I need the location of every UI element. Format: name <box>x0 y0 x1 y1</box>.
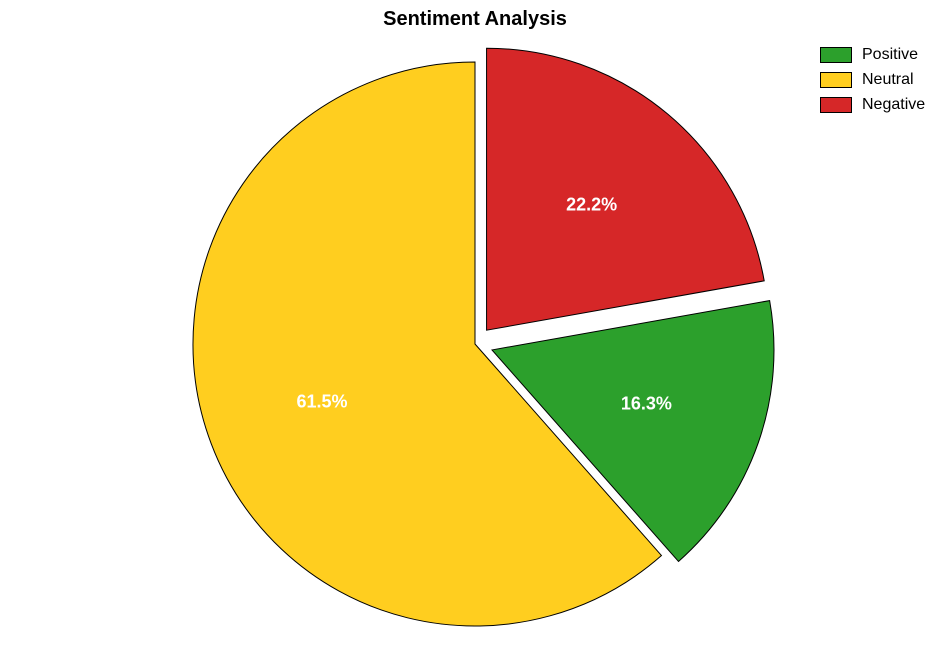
slice-label-negative: 22.2% <box>566 194 617 215</box>
pie-slice-negative <box>487 48 765 330</box>
legend-swatch <box>820 47 852 63</box>
legend-swatch <box>820 72 852 88</box>
chart-container: Sentiment Analysis 22.2% 16.3% 61.5% Posit… <box>0 0 950 662</box>
legend-label: Negative <box>862 96 925 114</box>
slice-label-neutral: 61.5% <box>296 391 347 412</box>
legend-item-neutral: Neutral <box>820 71 925 89</box>
legend-swatch <box>820 97 852 113</box>
legend: Positive Neutral Negative <box>820 46 925 121</box>
legend-label: Neutral <box>862 71 914 89</box>
legend-label: Positive <box>862 46 918 64</box>
legend-item-positive: Positive <box>820 46 925 64</box>
legend-item-negative: Negative <box>820 96 925 114</box>
slice-label-positive: 16.3% <box>621 393 672 414</box>
chart-title: Sentiment Analysis <box>0 8 950 31</box>
pie-chart <box>171 40 779 648</box>
